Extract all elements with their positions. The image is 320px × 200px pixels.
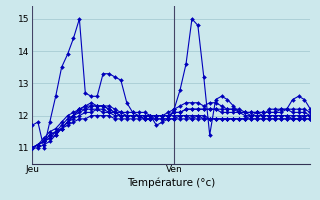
X-axis label: Température (°c): Température (°c) xyxy=(127,177,215,188)
